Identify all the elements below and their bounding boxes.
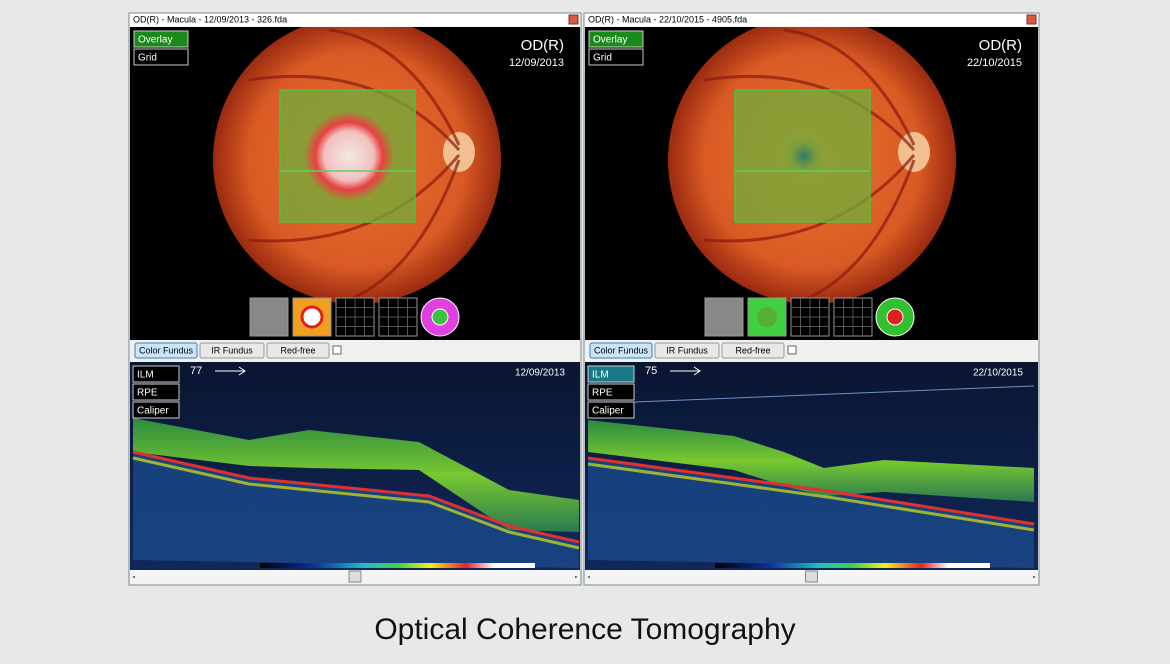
sector-map-inner — [886, 308, 904, 326]
fundus-date: 12/09/2013 — [509, 57, 564, 69]
choroid — [133, 452, 579, 568]
eye-label: OD(R) — [521, 37, 564, 54]
oct-toggle-label: Caliper — [137, 406, 169, 417]
oct-date: 22/10/2015 — [973, 368, 1023, 379]
blood-vessel — [248, 154, 461, 243]
fundus-tab[interactable] — [654, 342, 720, 359]
fundus-tab[interactable] — [199, 342, 265, 359]
scroll-thumb[interactable] — [805, 570, 818, 583]
scan-index: 77 — [190, 365, 202, 377]
rpe-glow — [132, 456, 580, 550]
fundus-tab-label: Red-free — [280, 345, 315, 355]
oct-toggle-label: RPE — [592, 388, 613, 399]
thumbnail[interactable] — [249, 297, 289, 337]
fundus-tab-label: Color Fundus — [594, 345, 649, 355]
blood-vessel — [348, 159, 461, 302]
retina-layers — [133, 418, 579, 532]
oct-toggle-label: Caliper — [592, 406, 624, 417]
blood-vessel — [803, 159, 916, 302]
retina-layers — [588, 420, 1034, 502]
viewer-window: OD(R) - Macula - 22/10/2015 - 4905.fda Ov… — [583, 12, 1040, 586]
title-text: OD(R) - Macula - 22/10/2015 - 4905.fda — [588, 14, 747, 24]
overlay-toggle-label: Grid — [593, 53, 612, 64]
rpe-layer — [587, 456, 1035, 526]
fundus-image — [213, 27, 501, 304]
scroll-thumb[interactable] — [348, 570, 362, 583]
oct-toggle[interactable] — [587, 401, 635, 419]
colorbar — [260, 563, 535, 568]
tab-bar — [585, 340, 1038, 362]
thumbnail-map — [757, 307, 777, 327]
fundus-tab[interactable] — [266, 342, 330, 359]
fundus-tab-label: IR Fundus — [666, 345, 708, 355]
overlay-toggle-label: Overlay — [138, 35, 172, 46]
overlay-toggle[interactable] — [588, 30, 644, 48]
blood-vessel — [328, 28, 461, 146]
oct-toggle[interactable] — [587, 365, 635, 383]
overlay-toggle[interactable] — [133, 30, 189, 48]
title-bar — [584, 13, 1039, 27]
fundus-tab[interactable] — [134, 342, 198, 359]
rpe-layer — [132, 450, 580, 544]
oct-toggle-label: ILM — [137, 370, 154, 381]
scan-arrow — [215, 366, 246, 376]
fundus-tab-label: Color Fundus — [139, 345, 194, 355]
overlay-toggle[interactable] — [133, 48, 189, 66]
blood-vessel — [783, 28, 916, 146]
overlay-toggle-label: Grid — [138, 53, 157, 64]
macula-map — [304, 111, 394, 201]
fundus-tab[interactable] — [589, 342, 653, 359]
scan-index: 75 — [645, 365, 657, 377]
title-text: OD(R) - Macula - 12/09/2013 - 326.fda — [133, 14, 287, 24]
oct-toggle[interactable] — [587, 383, 635, 401]
title-bar — [129, 13, 581, 27]
close-button[interactable] — [568, 14, 579, 25]
fundus-image — [668, 27, 956, 304]
overlay-toggle-label: Overlay — [593, 35, 627, 46]
checkbox[interactable] — [332, 345, 342, 355]
scan-arrow — [670, 366, 701, 376]
checkbox[interactable] — [787, 345, 797, 355]
oct-toggle[interactable] — [132, 401, 180, 419]
blood-vessel — [248, 74, 461, 151]
oct-toggle-label: ILM — [592, 370, 609, 381]
close-button[interactable] — [1026, 14, 1037, 25]
sector-map-inner — [431, 308, 449, 326]
blood-vessel — [703, 74, 916, 151]
fundus-tab[interactable] — [721, 342, 785, 359]
macula-map — [779, 131, 829, 181]
caption: Optical Coherence Tomography — [374, 613, 795, 646]
oct-toggle[interactable] — [132, 365, 180, 383]
fundus-tab-label: IR Fundus — [211, 345, 253, 355]
vitreous-line — [633, 385, 1035, 403]
oct-toggle[interactable] — [132, 383, 180, 401]
choroid — [588, 458, 1034, 568]
eye-label: OD(R) — [979, 37, 1022, 54]
oct-toggle-label: RPE — [137, 388, 158, 399]
fundus-date: 22/10/2015 — [967, 57, 1022, 69]
oct-date: 12/09/2013 — [515, 368, 565, 379]
overlay-toggle[interactable] — [588, 48, 644, 66]
thumbnail-map — [300, 305, 324, 329]
colorbar — [715, 563, 990, 568]
blood-vessel — [703, 154, 916, 243]
fundus-tab-label: Red-free — [735, 345, 770, 355]
thumbnail[interactable] — [704, 297, 744, 337]
viewer-window: OD(R) - Macula - 12/09/2013 - 326.fda Ove… — [128, 12, 582, 586]
rpe-glow — [587, 462, 1035, 532]
